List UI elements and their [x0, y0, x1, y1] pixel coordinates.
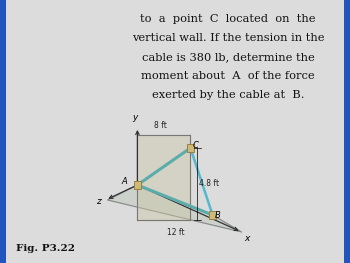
Bar — [134, 181, 141, 189]
Text: vertical wall. If the tension in the: vertical wall. If the tension in the — [132, 33, 324, 43]
Text: C: C — [192, 141, 198, 150]
Text: 8 ft: 8 ft — [154, 121, 167, 130]
Bar — [209, 211, 216, 219]
Polygon shape — [107, 185, 242, 232]
Polygon shape — [138, 135, 190, 220]
Bar — [187, 144, 194, 152]
Text: 4.8 ft: 4.8 ft — [199, 179, 219, 188]
Text: moment about  A  of the force: moment about A of the force — [141, 71, 315, 81]
Text: y: y — [132, 113, 137, 122]
Text: B: B — [215, 211, 220, 220]
Text: x: x — [244, 234, 250, 243]
Text: A: A — [121, 178, 127, 186]
Text: to  a  point  C  located  on  the: to a point C located on the — [140, 14, 316, 24]
Text: exerted by the cable at  B.: exerted by the cable at B. — [152, 90, 304, 100]
Text: 12 ft: 12 ft — [167, 228, 185, 237]
Text: z: z — [96, 198, 101, 206]
Text: Fig. P3.22: Fig. P3.22 — [16, 244, 75, 253]
Text: cable is 380 lb, determine the: cable is 380 lb, determine the — [142, 52, 314, 62]
